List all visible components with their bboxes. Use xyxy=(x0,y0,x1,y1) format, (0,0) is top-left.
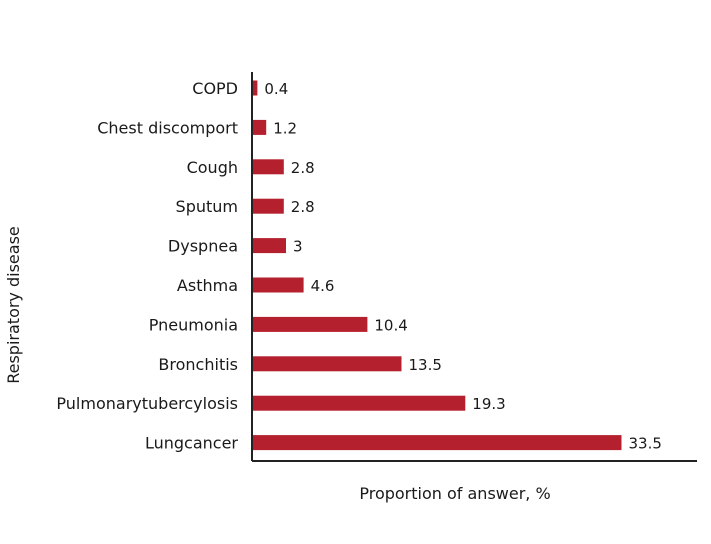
bar-3 xyxy=(253,198,284,214)
value-label-4: 3 xyxy=(293,238,303,256)
bar-8 xyxy=(253,395,466,411)
bar-4 xyxy=(253,238,286,254)
category-label-5: Asthma xyxy=(177,276,238,295)
value-label-5: 4.6 xyxy=(311,277,335,295)
value-label-7: 13.5 xyxy=(409,356,442,374)
value-label-8: 19.3 xyxy=(472,395,505,413)
value-label-3: 2.8 xyxy=(291,198,315,216)
category-label-4: Dyspnea xyxy=(168,237,238,256)
value-label-2: 2.8 xyxy=(291,159,315,177)
category-label-1: Chest discomport xyxy=(97,118,238,137)
value-label-0: 0.4 xyxy=(264,80,288,98)
labels-layer: COPD 0.4 Chest discomport 1.2 Cough 2.8 Sputum… xyxy=(56,79,661,453)
category-label-9: Lungcancer xyxy=(145,434,238,453)
x-axis-title: Proportion of answer, % xyxy=(359,484,550,503)
category-label-7: Bronchitis xyxy=(158,355,238,374)
value-label-6: 10.4 xyxy=(374,316,407,334)
category-label-8: Pulmonarytubercylosis xyxy=(56,394,238,413)
category-label-6: Pneumonia xyxy=(149,315,238,334)
value-label-1: 1.2 xyxy=(273,119,297,137)
bars-layer xyxy=(253,80,622,451)
bar-1 xyxy=(253,119,267,135)
bar-5 xyxy=(253,277,304,293)
category-label-2: Cough xyxy=(187,158,238,177)
bar-2 xyxy=(253,159,284,175)
bar-7 xyxy=(253,356,402,372)
bar-0 xyxy=(253,80,258,96)
value-label-9: 33.5 xyxy=(629,435,662,453)
category-label-3: Sputum xyxy=(176,197,238,216)
category-label-0: COPD xyxy=(192,79,238,98)
bar-9 xyxy=(253,435,622,451)
y-axis-title: Respiratory disease xyxy=(4,226,23,384)
bar-6 xyxy=(253,316,368,332)
